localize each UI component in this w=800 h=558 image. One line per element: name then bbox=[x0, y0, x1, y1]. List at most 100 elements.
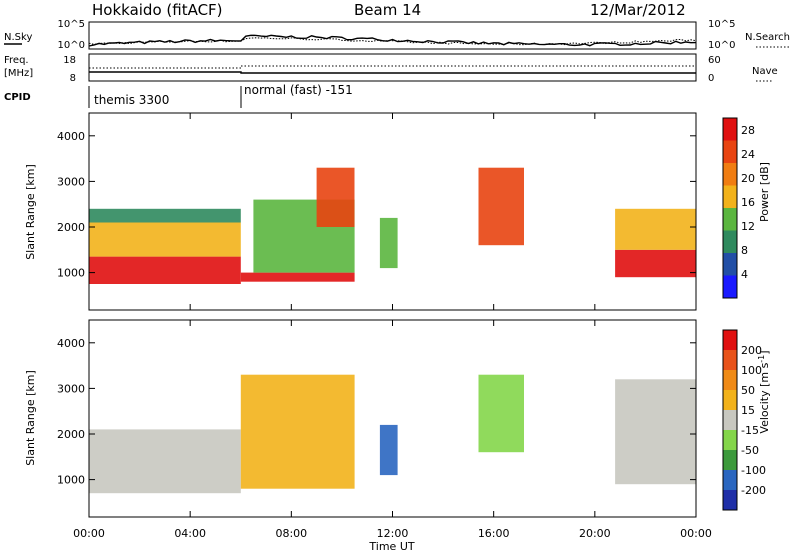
power-colorbar-label: Power [dB] bbox=[758, 162, 771, 222]
colorbar-tick-label: 50 bbox=[741, 384, 755, 397]
colorbar-segment bbox=[723, 410, 737, 430]
station-title: Hokkaido (fitACF) bbox=[92, 1, 223, 19]
x-tick-label: 04:00 bbox=[174, 527, 206, 540]
freq-label: Freq. bbox=[4, 55, 29, 66]
echo-region bbox=[379, 424, 398, 476]
x-tick-label: 00:00 bbox=[680, 527, 712, 540]
colorbar-tick-label: 100 bbox=[741, 364, 762, 377]
colorbar-tick-label: 12 bbox=[741, 220, 755, 233]
cpid-segment-2: normal (fast) -151 bbox=[244, 83, 353, 97]
nsearch-label: N.Search bbox=[745, 32, 790, 43]
nsearch-series bbox=[88, 37, 697, 46]
echo-region bbox=[379, 217, 398, 269]
velocity-echoes bbox=[89, 374, 696, 494]
cpid-segment-1: themis 3300 bbox=[94, 93, 169, 107]
y-tick-label: 2000 bbox=[57, 428, 85, 441]
colorbar-segment bbox=[723, 390, 737, 410]
velocity-panel: 1000 2000 3000 4000 Slant Range [km] 200 100… bbox=[24, 319, 771, 518]
echo-region bbox=[89, 429, 241, 494]
colorbar-segment bbox=[723, 185, 737, 208]
colorbar-tick-label: 8 bbox=[741, 244, 748, 257]
colorbar-tick-label: 16 bbox=[741, 196, 755, 209]
time-axis: 00:00 04:00 08:00 12:00 16:00 20:00 00:00 bbox=[73, 527, 712, 540]
nsearch-tick-bottom: 10^0 bbox=[708, 40, 735, 51]
colorbar-tick-label: 28 bbox=[741, 124, 755, 137]
echo-region bbox=[89, 256, 241, 284]
echo-region bbox=[478, 374, 524, 453]
colorbar-segment bbox=[723, 370, 737, 390]
colorbar-tick-label: 200 bbox=[741, 344, 762, 357]
colorbar-segment bbox=[723, 470, 737, 490]
velocity-ylabel: Slant Range [km] bbox=[24, 370, 37, 466]
power-echoes bbox=[89, 167, 696, 284]
nsky-panel: N.Sky 10^5 10^0 10^5 10^0 N.Search bbox=[4, 19, 790, 51]
colorbar-segment bbox=[723, 330, 737, 350]
colorbar-tick-label: -15 bbox=[741, 424, 759, 437]
freq-series bbox=[89, 71, 696, 74]
power-ylabel: Slant Range [km] bbox=[24, 164, 37, 260]
colorbar-segment bbox=[723, 490, 737, 510]
colorbar-segment bbox=[723, 430, 737, 450]
y-tick-label: 1000 bbox=[57, 267, 85, 280]
freq-panel: Freq. [MHz] 18 8 60 0 Nave bbox=[4, 53, 778, 84]
colorbar-tick-label: 4 bbox=[741, 268, 748, 281]
nsky-label: N.Sky bbox=[4, 32, 32, 43]
nsky-tick-bottom: 10^0 bbox=[58, 40, 85, 51]
echo-region bbox=[316, 167, 355, 227]
x-tick-label: 00:00 bbox=[73, 527, 105, 540]
velocity-colorbar-label-main: Velocity bbox=[758, 390, 771, 434]
echo-region bbox=[615, 208, 696, 250]
colorbar-frame bbox=[722, 117, 738, 299]
colorbar-segment bbox=[723, 230, 737, 253]
colorbar-segment bbox=[723, 275, 737, 298]
y-tick-label: 2000 bbox=[57, 221, 85, 234]
y-tick-label: 1000 bbox=[57, 474, 85, 487]
x-tick-label: 08:00 bbox=[275, 527, 307, 540]
echo-region bbox=[615, 379, 696, 485]
colorbar-segment bbox=[723, 450, 737, 470]
colorbar-tick-label: -200 bbox=[741, 484, 766, 497]
echo-region bbox=[89, 222, 241, 257]
velocity-y-ticks: 1000 2000 3000 4000 bbox=[57, 320, 697, 517]
colorbar-segment bbox=[723, 140, 737, 163]
freq-tick-bottom: 8 bbox=[70, 73, 76, 84]
y-tick-label: 3000 bbox=[57, 175, 85, 188]
colorbar-tick-label: 24 bbox=[741, 148, 755, 161]
cpid-label: CPID bbox=[4, 92, 31, 103]
velocity-colorbar-label-close: ] bbox=[758, 350, 771, 354]
echo-region bbox=[240, 374, 355, 489]
power-panel: 1000 2000 3000 4000 Slant Range [km] 4 8 12 16… bbox=[24, 112, 771, 311]
colorbar-tick-label: 20 bbox=[741, 172, 755, 185]
nsearch-tick-top: 10^5 bbox=[708, 19, 735, 30]
nave-series bbox=[89, 65, 696, 69]
power-y-ticks: 1000 2000 3000 4000 bbox=[57, 113, 697, 310]
colorbar-tick-label: -50 bbox=[741, 444, 759, 457]
echo-region bbox=[478, 167, 524, 246]
echo-region bbox=[240, 272, 355, 282]
y-tick-label: 4000 bbox=[57, 130, 85, 143]
colorbar-segment bbox=[723, 163, 737, 186]
nsky-tick-top: 10^5 bbox=[58, 19, 85, 30]
colorbar-segment bbox=[723, 118, 737, 141]
velocity-colorbar: 200 100 50 15 -15 -50 -100 -200 bbox=[722, 329, 766, 511]
beam-title: Beam 14 bbox=[354, 1, 421, 19]
colorbar-segment bbox=[723, 350, 737, 370]
x-tick-label: 16:00 bbox=[478, 527, 510, 540]
time-axis-label: Time UT bbox=[368, 540, 414, 553]
colorbar-segment bbox=[723, 253, 737, 276]
date-title: 12/Mar/2012 bbox=[590, 1, 686, 19]
freq-tick-top: 18 bbox=[63, 55, 76, 66]
velocity-colorbar-label-unit: [m s bbox=[758, 362, 771, 387]
colorbar-segment bbox=[723, 208, 737, 231]
colorbar-tick-label: 15 bbox=[741, 404, 755, 417]
colorbar-tick-label: -100 bbox=[741, 464, 766, 477]
nave-tick-bottom: 0 bbox=[708, 73, 714, 84]
velocity-colorbar-label: Velocity [m s-1] bbox=[757, 350, 771, 433]
y-tick-label: 3000 bbox=[57, 382, 85, 395]
colorbar-frame bbox=[722, 329, 738, 511]
nave-tick-top: 60 bbox=[708, 55, 721, 66]
echo-region bbox=[615, 249, 696, 278]
echo-region bbox=[89, 208, 241, 223]
cpid-panel: CPID themis 3300 normal (fast) -151 bbox=[4, 83, 353, 108]
